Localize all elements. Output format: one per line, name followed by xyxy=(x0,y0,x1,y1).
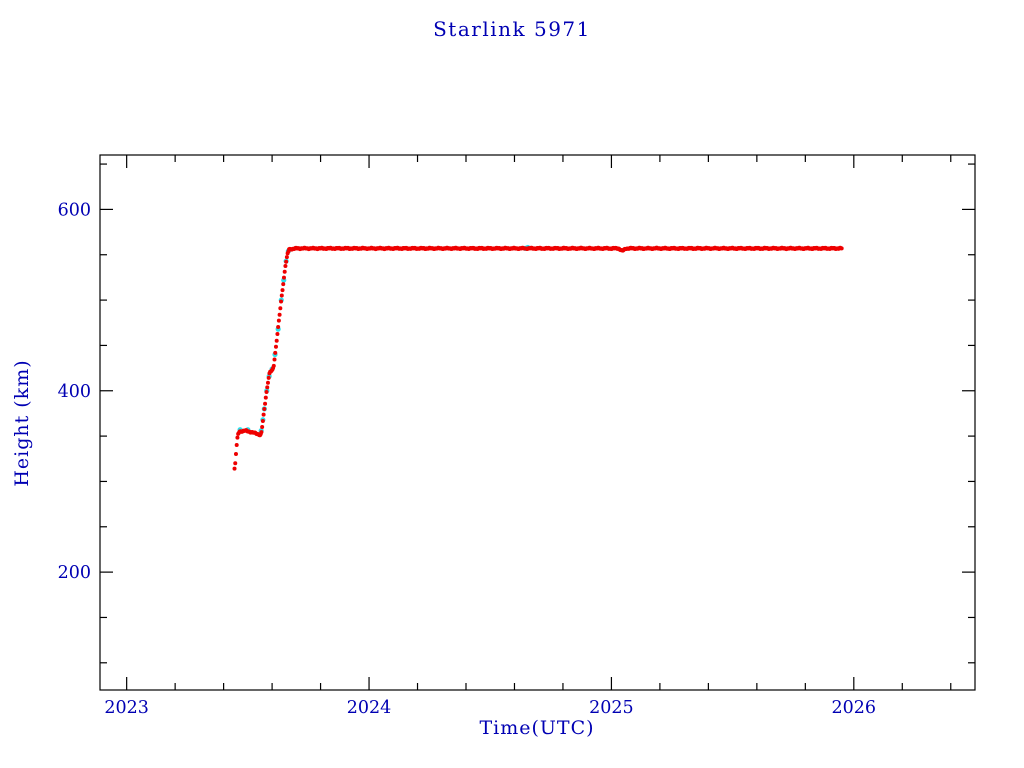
x-tick-label: 2025 xyxy=(589,698,634,718)
y-tick-label: 200 xyxy=(58,563,91,583)
plot-frame xyxy=(99,154,976,691)
x-tick-label: 2024 xyxy=(347,698,392,718)
axis-ticks xyxy=(100,155,975,690)
x-axis-label: Time(UTC) xyxy=(479,717,595,739)
chart-title: Starlink 5971 xyxy=(433,17,591,41)
y-tick-label: 400 xyxy=(58,382,91,402)
series-height-secondary-cyan xyxy=(237,244,531,434)
x-tick-label: 2023 xyxy=(104,698,149,718)
axis-tick-labels: 2023 2024 2025 2026 200 400 600 xyxy=(58,200,876,718)
y-tick-label: 600 xyxy=(58,200,91,220)
x-tick-label: 2026 xyxy=(832,698,877,718)
series-height-primary-red xyxy=(232,245,844,471)
